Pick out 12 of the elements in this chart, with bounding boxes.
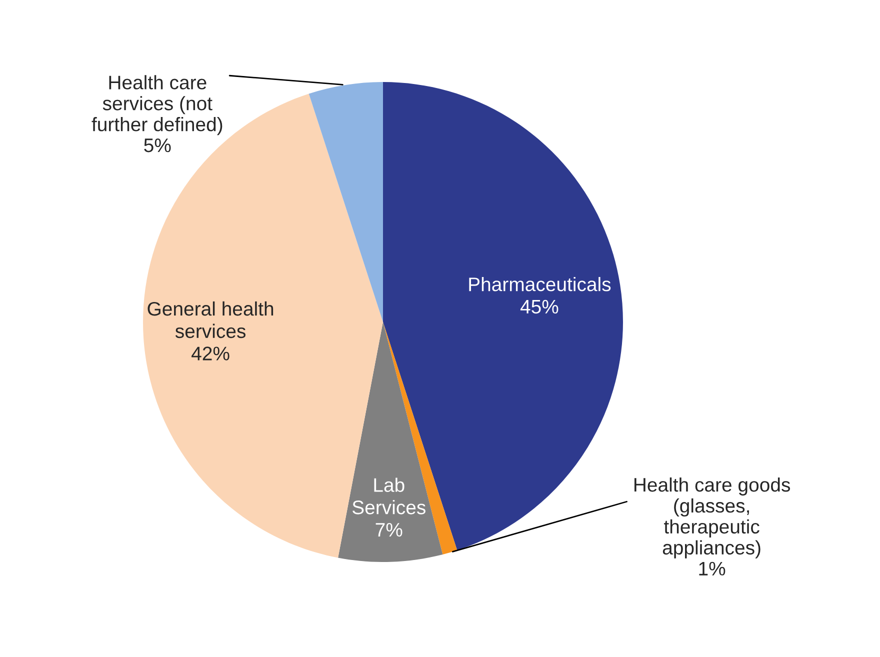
data-label: 42% (192, 346, 230, 360)
slice-label: Health care goods (glasses, therapeutic appliances) (634, 477, 790, 558)
slice-label: Pharmaceuticals (469, 276, 611, 292)
slice-label: General health services (148, 301, 274, 338)
data-label: 1% (699, 562, 726, 576)
slice-label: Lab Services (352, 478, 426, 514)
data-label: 5% (144, 138, 171, 152)
data-label: 45% (520, 300, 558, 314)
data-label: 7% (376, 522, 402, 537)
pie-slice (338, 322, 443, 562)
slice-label: Health care services (not further defined) (92, 75, 222, 136)
pie-slice (308, 82, 383, 322)
